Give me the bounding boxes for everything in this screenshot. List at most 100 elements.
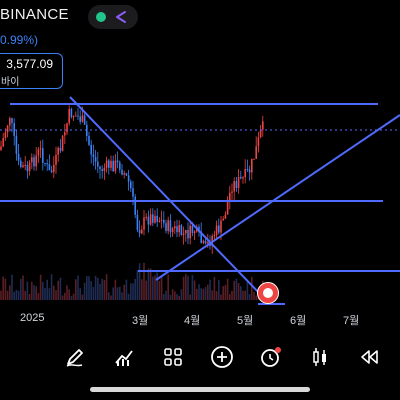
volume-bar: [255, 295, 257, 300]
indicators-icon[interactable]: [107, 340, 141, 374]
candle-body: [189, 225, 191, 239]
candle-body: [171, 228, 174, 233]
volume-bar: [101, 278, 103, 300]
alert-clock-icon[interactable]: [254, 340, 288, 374]
volume-bar: [152, 276, 154, 300]
candle-body: [13, 122, 15, 136]
volume-bar: [174, 291, 176, 300]
volume-bar: [9, 285, 11, 300]
volume-bar: [240, 286, 242, 300]
volume-bar: [167, 274, 169, 300]
volume-bar: [92, 286, 95, 300]
candle-body: [99, 166, 101, 170]
candle-body: [207, 242, 209, 244]
volume-bar: [31, 281, 33, 300]
add-icon[interactable]: [205, 340, 239, 374]
price-box[interactable]: 3,577.09 바이: [0, 53, 63, 89]
candle-body: [114, 160, 117, 172]
candle-body: [204, 240, 207, 244]
candle-body: [75, 115, 77, 117]
candle-body: [259, 129, 262, 138]
candle-body: [127, 175, 130, 182]
status-pill[interactable]: [88, 5, 138, 29]
volume-bar: [88, 276, 90, 300]
volume-bar: [26, 281, 29, 300]
volume-bar: [72, 293, 75, 300]
candle-body: [123, 173, 125, 175]
candle-body: [42, 148, 44, 163]
volume-bar: [90, 281, 92, 300]
volume-bar: [231, 290, 233, 300]
candle-body: [187, 229, 189, 239]
descending-trendline: [69, 96, 263, 297]
volume-bar: [185, 274, 187, 300]
volume-bar: [141, 279, 143, 300]
candle-body: [145, 216, 147, 218]
candle-body: [2, 138, 4, 147]
volume-bar: [165, 290, 167, 300]
candle-body: [11, 118, 13, 123]
volume-bar: [235, 278, 238, 300]
candle-body: [138, 229, 141, 234]
bottom-toolbar: [0, 340, 400, 374]
x-label-mar: 3월: [132, 315, 149, 327]
volume-bar: [44, 288, 46, 300]
volume-bar: [17, 290, 20, 300]
volume-bar: [28, 294, 31, 300]
candle-body: [134, 196, 136, 215]
candle-body: [182, 233, 185, 235]
volume-bar: [20, 278, 22, 300]
price-chart[interactable]: [0, 0, 400, 345]
candle-body: [37, 149, 40, 156]
candle-body: [59, 147, 62, 151]
volume-bar: [125, 279, 128, 300]
candle-body: [66, 123, 68, 133]
candle-body: [103, 167, 106, 172]
candle-body: [110, 160, 112, 168]
volume-bar: [59, 277, 62, 300]
candle-body: [154, 215, 156, 223]
volume-bar: [193, 280, 196, 300]
layouts-icon[interactable]: [156, 340, 190, 374]
volume-bar: [68, 289, 70, 300]
x-label-jul: 7월: [343, 315, 360, 327]
candle-body: [15, 135, 18, 154]
draw-icon[interactable]: [58, 340, 92, 374]
x-label-2025: 2025: [20, 312, 45, 324]
candle-body: [147, 216, 150, 225]
candle-body: [262, 121, 264, 130]
volume-bar: [13, 291, 15, 300]
candle-body: [83, 115, 86, 125]
candle-body: [88, 135, 90, 145]
volume-bar: [46, 279, 48, 300]
volume-bar: [180, 289, 183, 300]
volume-bar: [6, 290, 9, 300]
candle-body: [180, 225, 183, 235]
volume-bar: [182, 276, 185, 300]
volume-bar: [224, 285, 227, 300]
candle-body: [116, 160, 119, 163]
flag-marker-icon[interactable]: [257, 282, 279, 304]
candle-body: [132, 188, 134, 197]
exchange-title: BINANCE: [0, 6, 69, 23]
volume-bar: [86, 276, 88, 300]
volume-bar: [145, 280, 147, 300]
candle-type-icon[interactable]: [303, 340, 337, 374]
x-label-may: 5월: [237, 315, 254, 327]
volume-bar: [229, 294, 231, 300]
candle-body: [55, 154, 57, 165]
candle-body: [64, 132, 66, 136]
volume-bar: [35, 286, 37, 300]
volume-bar: [136, 270, 139, 300]
volume-bar: [103, 280, 106, 300]
volume-bar: [253, 291, 255, 300]
volume-bar: [97, 277, 99, 300]
volume-bar: [121, 292, 123, 300]
candle-body: [152, 214, 154, 223]
replay-icon[interactable]: [352, 340, 386, 374]
volume-bar: [200, 288, 202, 300]
volume-bar: [242, 290, 244, 300]
volume-bar: [244, 290, 246, 300]
volume-bar: [171, 289, 174, 300]
candle-body: [136, 214, 139, 230]
